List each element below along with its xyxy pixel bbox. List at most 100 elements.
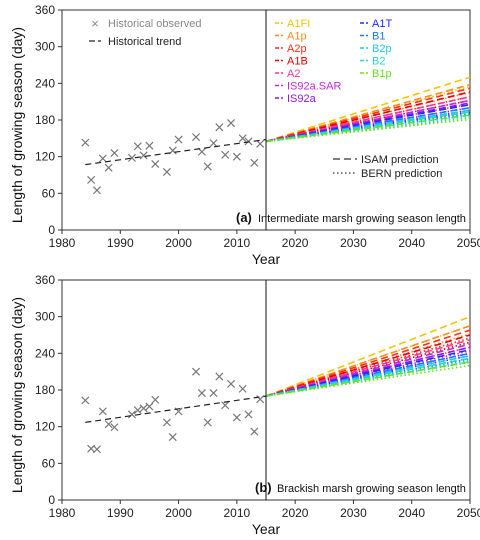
observed-point	[151, 159, 160, 169]
bern-line-b1	[265, 358, 471, 397]
observed-point	[145, 141, 154, 150]
x-tick-label: 1980	[49, 236, 76, 250]
panel-a-x-ticks: 1980 1990 2000 2010 2020 2030 2040 2050	[49, 230, 480, 250]
isam-line-a2	[265, 339, 471, 397]
observed-point	[139, 151, 148, 160]
y-tick-label: 120	[35, 420, 55, 434]
observed-point	[81, 138, 90, 147]
scenario-legend-label: IS92a	[287, 93, 317, 105]
y-tick-label: 300	[35, 310, 55, 324]
x-tick-label: 2000	[165, 236, 192, 250]
observed-point	[133, 406, 142, 415]
observed-point	[232, 152, 241, 161]
observed-point	[203, 418, 212, 427]
observed-point	[250, 427, 259, 436]
x-tick-label: 2000	[165, 506, 192, 520]
panel-b-x-ticks: 1980 1990 2000 2010 2020 2030 2040 2050	[49, 500, 480, 520]
scenario-legend-label: IS92a.SAR	[287, 81, 341, 93]
isam-line-a1t	[265, 348, 471, 397]
observed-point	[127, 410, 136, 419]
observed-point	[162, 167, 171, 176]
observed-point	[256, 395, 265, 404]
y-tick-label: 120	[35, 150, 55, 164]
panel-a-line-legend: ISAM prediction BERN prediction	[333, 154, 442, 180]
observed-point	[209, 389, 218, 398]
isam-line-b1p	[265, 114, 471, 143]
isam-legend-label: ISAM prediction	[361, 154, 439, 166]
y-tick-label: 240	[35, 346, 55, 360]
panel-b-y-axis-label: Length of growing season (day)	[9, 297, 25, 493]
x-tick-label: 2010	[224, 236, 251, 250]
y-tick-label: 0	[48, 223, 55, 237]
observed-point	[203, 162, 212, 171]
panel-a-title: Intermediate marsh growing season length	[258, 213, 466, 225]
observed-point	[81, 396, 90, 405]
panel-b-observed-points	[81, 367, 265, 454]
observed-point	[104, 163, 113, 172]
bern-line-a1fi	[265, 325, 471, 397]
observed-point	[139, 404, 148, 413]
observed-point	[244, 410, 253, 419]
observed-point	[110, 148, 119, 158]
panel-b-x-axis-label: Year	[252, 521, 281, 537]
isam-line-b2	[265, 357, 471, 397]
isam-line-a1fi	[265, 76, 471, 143]
isam-line-b1	[265, 352, 471, 397]
bern-line-is92a-sar	[265, 106, 471, 143]
observed-point	[110, 423, 119, 432]
scenario-legend-label: A1B	[287, 56, 308, 68]
scenario-legend-label: A1FI	[287, 18, 310, 30]
observed-legend-label: Historical observed	[108, 18, 202, 30]
y-tick-label: 60	[42, 186, 56, 200]
isam-line-is92a	[265, 102, 471, 143]
panel-a: 0 60 120 180 240 300 360 1980 1990 2000 2010 2020 2…	[9, 3, 480, 267]
panel-a-trend-line	[85, 138, 267, 166]
observed-legend-marker: ×	[91, 16, 99, 31]
y-tick-label: 300	[35, 40, 55, 54]
observed-point	[151, 395, 160, 404]
observed-point	[238, 134, 247, 143]
panel-a-label: (a)	[236, 210, 252, 225]
observed-point	[221, 401, 230, 410]
panel-a-projection-lines	[265, 76, 471, 143]
observed-point	[98, 407, 107, 416]
scenario-legend-label: A2p	[287, 43, 307, 55]
observed-point	[227, 119, 236, 128]
observed-point	[215, 123, 224, 132]
observed-point	[87, 175, 96, 184]
observed-point	[192, 133, 201, 142]
bern-line-a2	[265, 103, 471, 143]
observed-point	[256, 139, 265, 148]
observed-point	[168, 433, 177, 442]
observed-point	[209, 139, 218, 148]
observed-point	[215, 372, 224, 381]
bern-legend-label: BERN prediction	[361, 168, 442, 180]
y-tick-label: 180	[35, 113, 55, 127]
scenario-legend-label: B1p	[372, 68, 392, 80]
isam-line-is92a	[265, 346, 471, 397]
x-tick-label: 2030	[340, 236, 367, 250]
y-tick-label: 0	[48, 493, 55, 507]
observed-point	[192, 367, 201, 376]
panel-b: 0 60 120 180 240 300 360 1980 1990 2000 2010 2020 2…	[9, 273, 480, 537]
scenario-legend-label: B2p	[372, 43, 392, 55]
observed-point	[92, 445, 101, 454]
x-tick-label: 2020	[282, 506, 309, 520]
y-tick-label: 60	[42, 456, 56, 470]
observed-point	[92, 186, 101, 195]
x-tick-label: 2010	[224, 506, 251, 520]
isam-line-a1fi	[265, 315, 471, 397]
bern-line-b2p	[265, 359, 471, 397]
panel-b-projection-lines	[265, 315, 471, 397]
x-tick-label: 2040	[398, 506, 425, 520]
observed-point	[145, 402, 154, 411]
observed-point	[197, 389, 206, 398]
x-tick-label: 2040	[398, 236, 425, 250]
x-tick-label: 2020	[282, 236, 309, 250]
panel-a-y-ticks: 0 60 120 180 240 300 360	[35, 3, 62, 237]
isam-line-b1p	[265, 361, 471, 397]
y-tick-label: 360	[35, 273, 55, 287]
x-tick-label: 1980	[49, 506, 76, 520]
